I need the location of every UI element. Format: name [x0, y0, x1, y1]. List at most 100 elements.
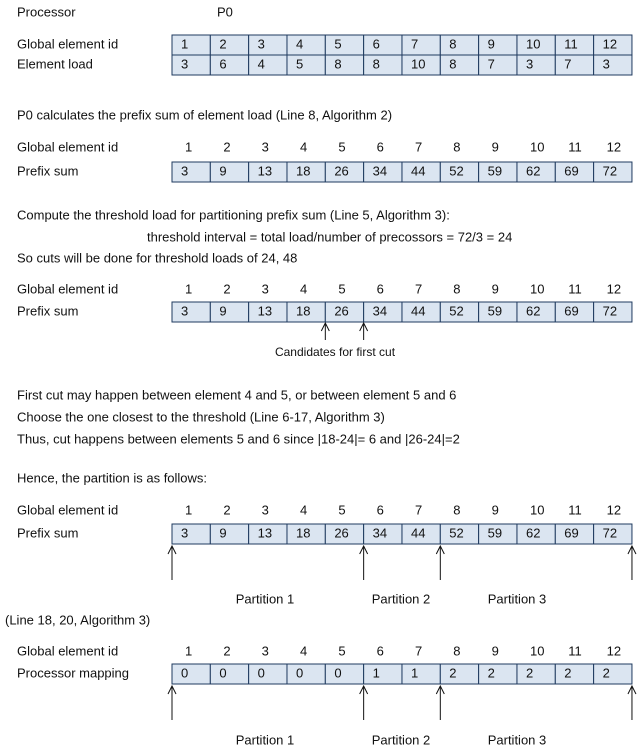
cell [286, 663, 326, 685]
cell-value: 59 [488, 303, 502, 318]
row-label: Global element id [17, 36, 118, 51]
cell-value: 1 [185, 139, 192, 154]
cell-value: 12 [603, 36, 617, 51]
cell-value: 2 [564, 665, 571, 680]
cell-value: 10 [411, 56, 425, 71]
cell [324, 663, 365, 685]
cell-value: 8 [453, 139, 460, 154]
cell-value: 69 [564, 163, 578, 178]
cell [324, 54, 365, 76]
arrow [359, 544, 369, 580]
text: So cuts will be done for threshold loads… [17, 250, 297, 265]
cell-value: 2 [223, 502, 230, 517]
cell-value: 12 [607, 502, 621, 517]
cell-value: 4 [296, 36, 303, 51]
cell-value: 52 [449, 303, 463, 318]
cell-value: 2 [603, 665, 610, 680]
cell-value: 3 [262, 643, 269, 658]
cell [439, 54, 480, 76]
arrow [320, 321, 330, 340]
cell-value: 1 [185, 281, 192, 296]
partition-label: Partition 1 [236, 732, 295, 747]
cell [363, 34, 403, 56]
cell [324, 34, 365, 56]
arrow [435, 544, 445, 580]
cell-value: 13 [258, 525, 272, 540]
cell-value: 0 [258, 665, 265, 680]
cell [478, 663, 518, 685]
cell-value: 12 [607, 139, 621, 154]
cell-value: 0 [219, 665, 226, 680]
cell-value: 62 [526, 163, 540, 178]
cell-value: 9 [219, 525, 226, 540]
cell [248, 34, 288, 56]
cell-value: 62 [526, 303, 540, 318]
cell-value: 44 [411, 525, 425, 540]
cell-value: 26 [334, 525, 348, 540]
cell-value: 6 [377, 139, 384, 154]
cell [209, 54, 250, 76]
cell-value: 6 [377, 502, 384, 517]
cell-value: 59 [488, 525, 502, 540]
cell-value: 12 [607, 643, 621, 658]
cell-value: 11 [568, 281, 582, 296]
cell-value: 3 [526, 56, 533, 71]
text: Thus, cut happens between elements 5 and… [17, 431, 460, 446]
cell-value: 5 [338, 281, 345, 296]
cell-value: 52 [449, 163, 463, 178]
cell-value: 8 [373, 56, 380, 71]
cell-value: 0 [334, 665, 341, 680]
cell-value: 4 [300, 139, 307, 154]
cell-value: 6 [377, 281, 384, 296]
cell-value: 3 [181, 303, 188, 318]
cell [593, 663, 633, 685]
cell-value: 34 [373, 525, 387, 540]
cell-value: 1 [181, 36, 188, 51]
cell-value: 7 [415, 643, 422, 658]
cell-value: 2 [526, 665, 533, 680]
cell-value: 1 [373, 665, 380, 680]
cell-value: 7 [415, 139, 422, 154]
cell [554, 663, 595, 685]
cell-value: 44 [411, 163, 425, 178]
cell-value: 4 [300, 502, 307, 517]
cell [286, 54, 326, 76]
row-label: Prefix sum [17, 525, 78, 540]
text: First cut may happen between element 4 a… [17, 387, 456, 402]
cell [401, 663, 441, 685]
cell-value: 2 [488, 665, 495, 680]
cell-value: 5 [338, 139, 345, 154]
cell-value: 11 [568, 139, 582, 154]
text: Choose the one closest to the threshold … [17, 409, 385, 424]
text: Hence, the partition is as follows: [17, 470, 207, 485]
cell-value: 11 [568, 643, 582, 658]
cell-value: 13 [258, 303, 272, 318]
cell [171, 301, 211, 323]
processor-value: P0 [217, 4, 233, 19]
row-label: Element load [17, 56, 93, 71]
cell [478, 54, 518, 76]
cell-value: 9 [492, 281, 499, 296]
cell-value: 8 [449, 56, 456, 71]
cell-value: 2 [223, 643, 230, 658]
cell-value: 52 [449, 525, 463, 540]
arrow [627, 684, 637, 720]
cell-value: 3 [262, 139, 269, 154]
cell-value: 2 [223, 281, 230, 296]
cell-value: 34 [373, 303, 387, 318]
cell-value: 11 [568, 502, 582, 517]
arrow [627, 544, 637, 580]
cell-value: 5 [338, 502, 345, 517]
cell-value: 6 [219, 56, 226, 71]
row-label: Processor mapping [17, 665, 129, 680]
cell-value: 7 [411, 36, 418, 51]
cell [401, 34, 441, 56]
row-label: Global element id [17, 281, 118, 296]
cell [593, 523, 633, 545]
cell [593, 301, 633, 323]
cell-value: 1 [185, 502, 192, 517]
cell-value: 6 [373, 36, 380, 51]
cell-value: 6 [377, 643, 384, 658]
